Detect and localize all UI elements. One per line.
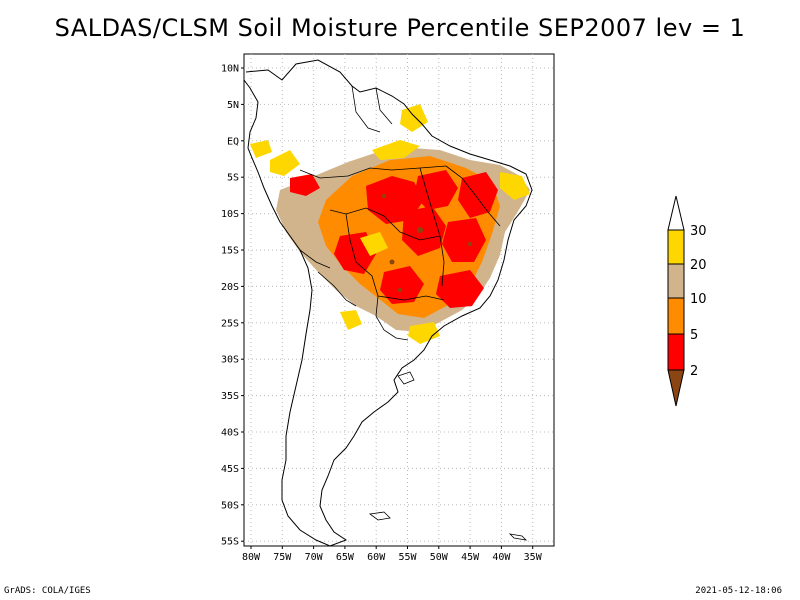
legend-label-20: 20 (690, 258, 707, 273)
lon-label: 70W (305, 552, 324, 563)
lat-label: 45S (221, 464, 239, 475)
percentile-below-2-area (382, 194, 386, 198)
soil-moisture-field (250, 104, 530, 344)
legend-label-30: 30 (690, 224, 707, 239)
lon-label: 75W (273, 552, 292, 563)
percentile-2-5-area (436, 270, 484, 308)
lat-label: 25S (221, 318, 239, 329)
lat-label: 15S (221, 246, 239, 257)
percentile-20-30-area (408, 322, 440, 344)
latitude-labels: 10N 5N EQ 5S 10S 15S 20S 25S 30S 35S 40S 45S 50S 55S (221, 64, 244, 548)
lat-label: 20S (221, 282, 239, 293)
lat-label: 5S (227, 173, 239, 184)
lon-label: 55W (398, 552, 417, 563)
lon-label: 80W (242, 552, 261, 563)
lat-label: 5N (227, 100, 239, 111)
footer-credit: GrADS: COLA/IGES (4, 586, 91, 596)
lat-label: 55S (221, 537, 239, 548)
percentile-20-30-area (400, 104, 428, 132)
south-america-coastline (243, 59, 533, 547)
percentile-2-5-area (458, 172, 498, 218)
map-title: SALDAS/CLSM Soil Moisture Percentile SEP… (54, 14, 746, 42)
percentile-2-5-area (414, 170, 458, 210)
lat-label: 10S (221, 209, 239, 220)
percentile-2-5-area (290, 174, 320, 196)
lon-label: 45W (461, 552, 480, 563)
lat-label: 35S (221, 391, 239, 402)
lat-label: EQ (227, 136, 239, 147)
islands (368, 371, 528, 541)
legend-label-5: 5 (690, 328, 698, 343)
percentile-2-5-area (442, 218, 486, 262)
legend-swatch-below-2 (667, 369, 685, 407)
percentile-below-2-area (468, 242, 472, 246)
percentile-20-30-area (340, 310, 362, 330)
legend-label-10: 10 (690, 292, 707, 307)
percentile-2-5-area (380, 266, 424, 304)
legend-swatch-20-30 (667, 229, 685, 265)
lon-label: 50W (430, 552, 449, 563)
legend-swatch-2-5 (667, 333, 685, 371)
legend-label-2: 2 (690, 364, 698, 379)
legend-swatch-10-20 (667, 263, 685, 299)
longitude-labels: 80W 75W 70W 65W 60W 55W 50W 45W 40W 35W (242, 546, 543, 563)
lat-label: 10N (221, 64, 239, 75)
percentile-20-30-area (372, 140, 420, 160)
footer-timestamp: 2021-05-12-18:06 (695, 586, 782, 596)
lon-label: 60W (367, 552, 386, 563)
legend-swatch-5-10 (667, 297, 685, 335)
percentile-20-30-area (500, 172, 530, 200)
legend-colorbar: 30 20 10 5 2 (667, 195, 707, 407)
lon-label: 40W (492, 552, 511, 563)
percentile-20-30-area (270, 150, 300, 176)
lon-label: 35W (524, 552, 543, 563)
lat-label: 30S (221, 355, 239, 366)
percentile-below-2-area (398, 288, 402, 292)
legend-swatch-above-30 (667, 195, 685, 231)
lat-label: 40S (221, 428, 239, 439)
percentile-below-2-area (389, 259, 395, 265)
lon-label: 65W (336, 552, 355, 563)
country-borders (299, 85, 501, 341)
lat-label: 50S (221, 500, 239, 511)
percentile-20-30-area (250, 140, 272, 158)
percentile-20-30-area (360, 232, 388, 256)
percentile-below-2-area (417, 227, 423, 233)
